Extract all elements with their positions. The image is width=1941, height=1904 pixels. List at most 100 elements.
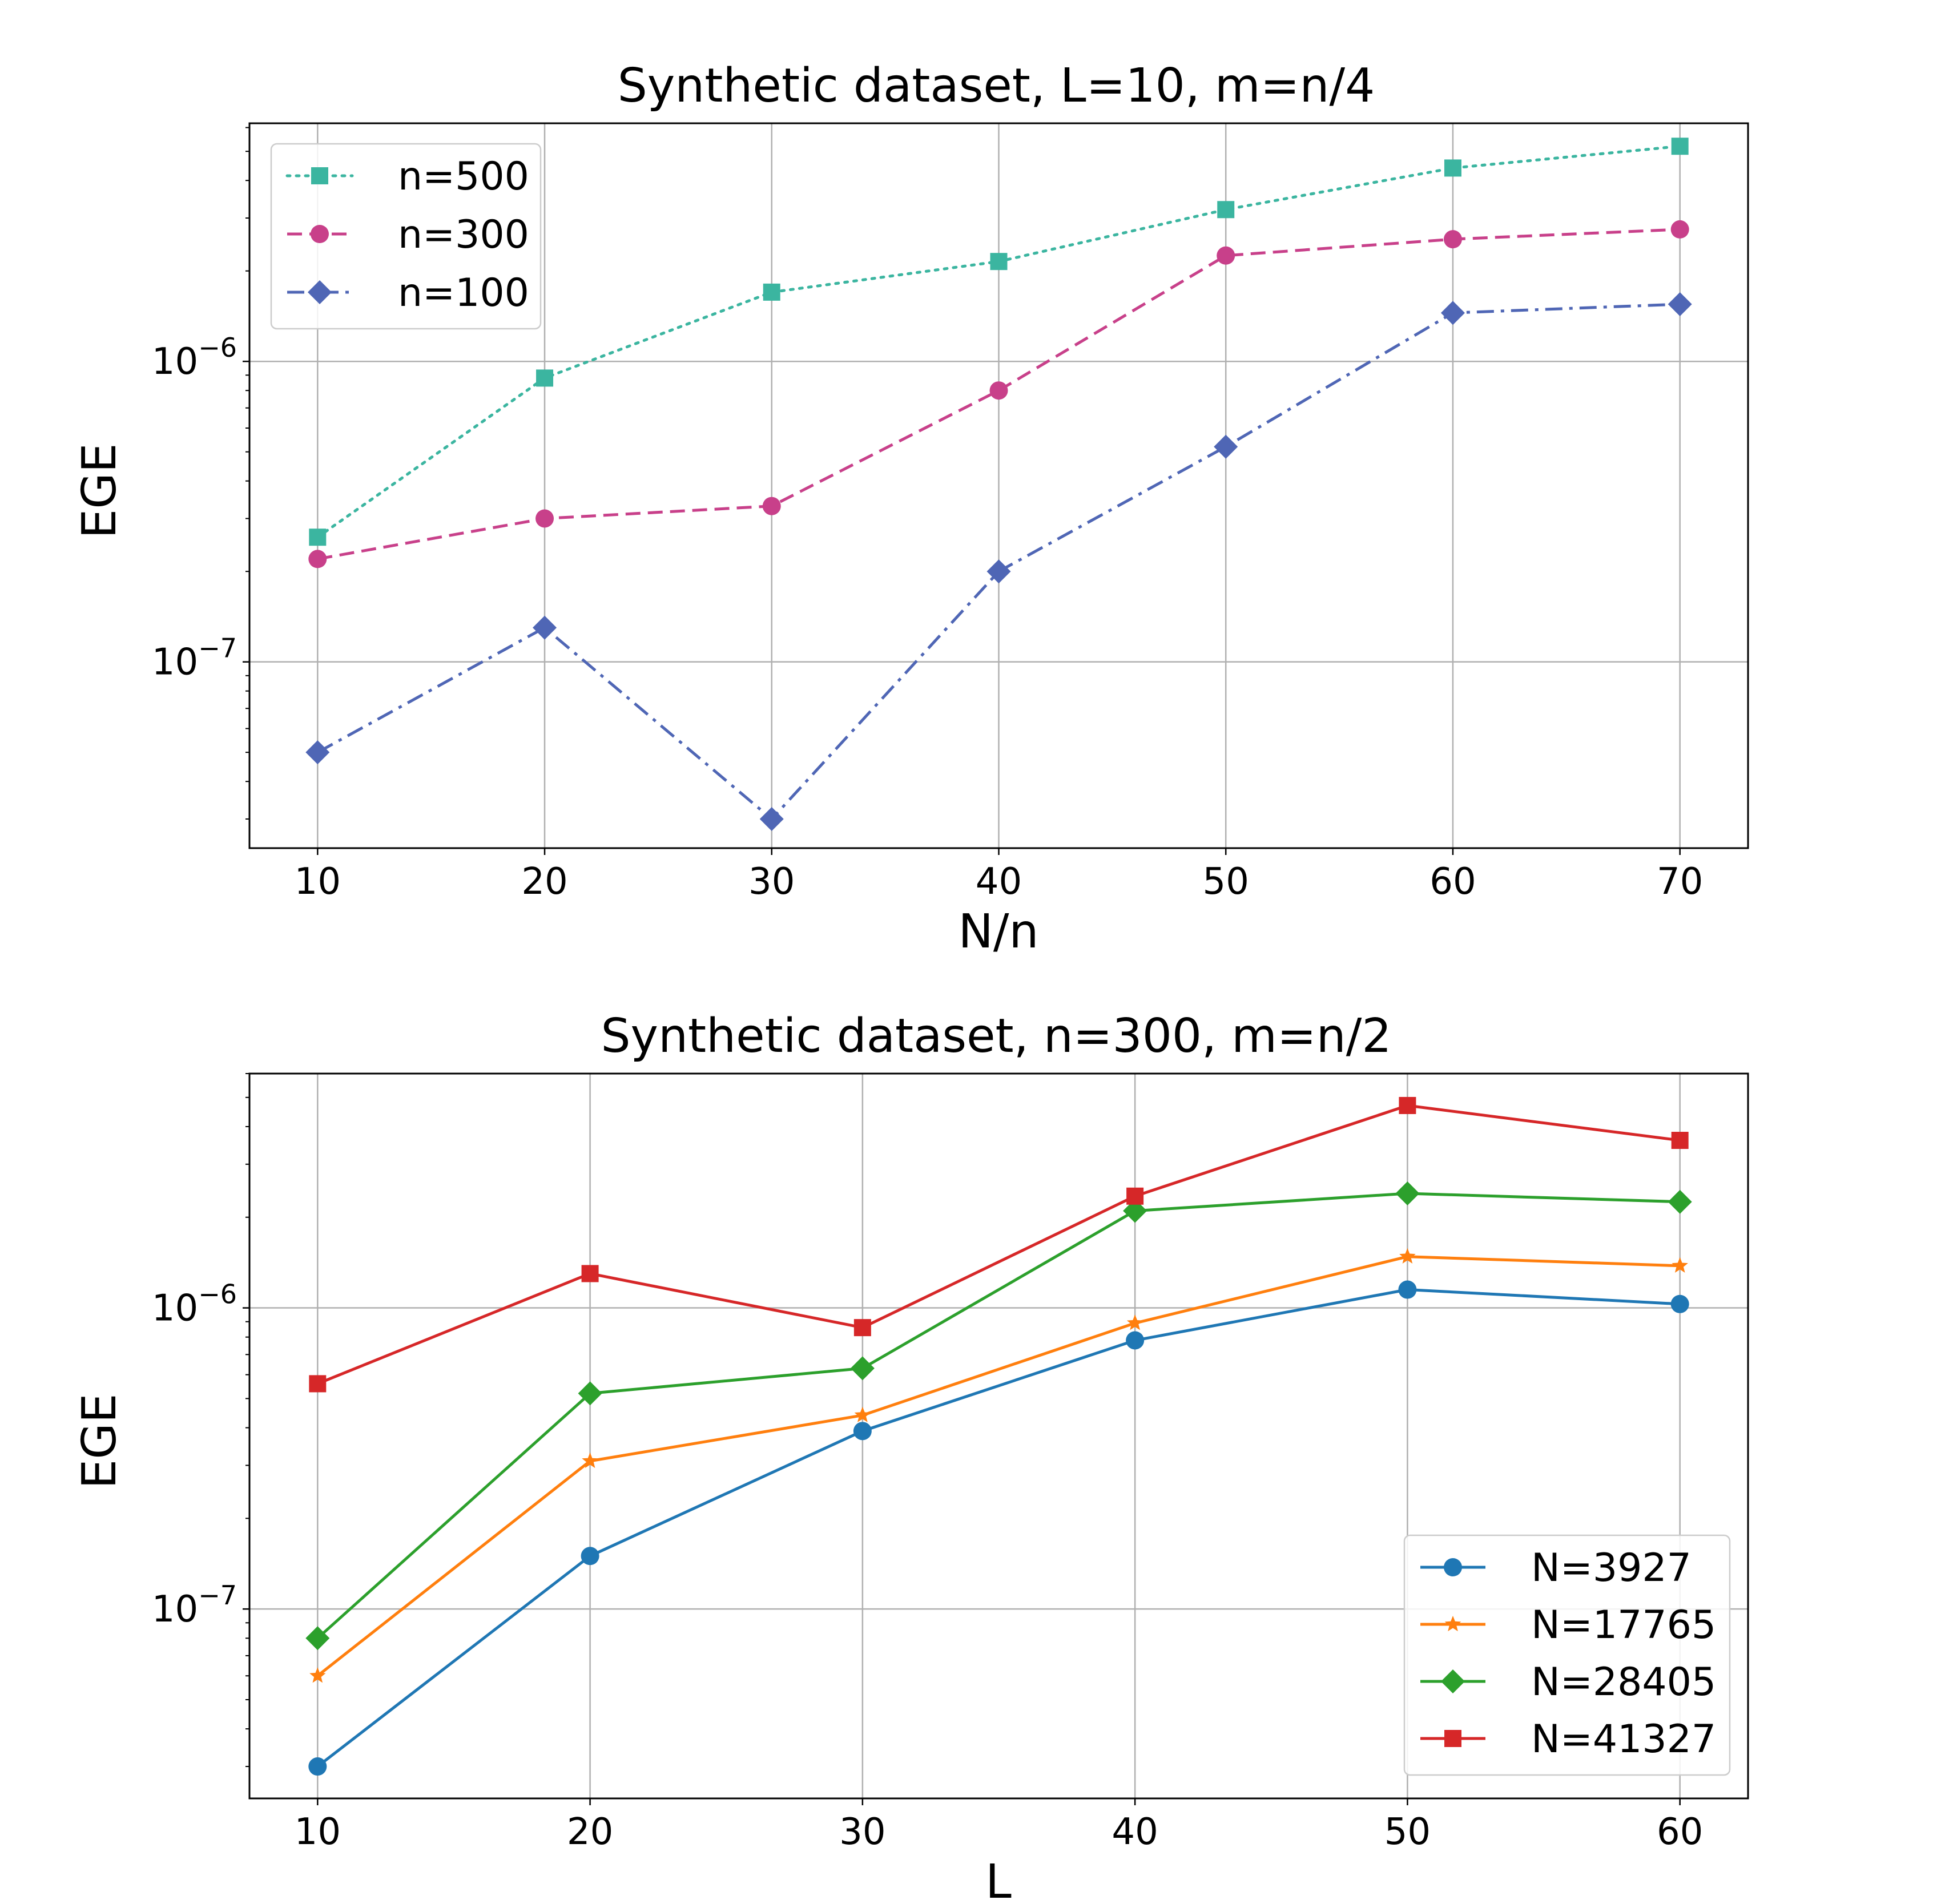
data-point-n=100: [1214, 434, 1238, 459]
chart-top-x-axis-label: N/n: [959, 905, 1039, 959]
x-tick-label: 60: [1657, 1811, 1703, 1853]
data-point-n=300: [1443, 230, 1462, 249]
chart-bottom-y-axis-label: EGE: [73, 1393, 127, 1488]
data-point-N=41327: [853, 1319, 871, 1337]
chart-top-y-axis-label: EGE: [73, 443, 127, 538]
x-tick-label: 30: [839, 1811, 885, 1853]
chart-bottom: Synthetic dataset, n=300, m=n/2 10 20 30 40…: [73, 1009, 1749, 1904]
chart-bottom-axes-frame: [248, 1072, 1749, 1800]
series-N=41327: [309, 1096, 1689, 1393]
chart-top: Synthetic dataset, L=10, m=n/4 10 20 30 40 5…: [73, 59, 1749, 959]
chart-bottom-y-ticks: 10−7 10−6: [152, 1279, 249, 1631]
legend-label-n=300: n=300: [398, 212, 529, 257]
data-point-n=100: [533, 615, 557, 640]
data-point-n=300: [989, 381, 1008, 400]
data-point-N=41327: [1671, 1132, 1689, 1149]
data-point-N=28405: [578, 1381, 602, 1406]
y-tick-label: 10−7: [152, 1580, 237, 1631]
data-point-N=17765: [1672, 1257, 1688, 1273]
chart-bottom-title: Synthetic dataset, n=300, m=n/2: [601, 1009, 1391, 1063]
data-point-n=500: [1217, 201, 1235, 219]
data-point-N=28405: [1395, 1181, 1420, 1205]
series-N=28405: [305, 1181, 1692, 1651]
series-line-N=28405: [316, 1192, 1680, 1640]
x-tick-label: 20: [521, 861, 567, 903]
data-point-n=500: [1444, 159, 1461, 177]
legend-label-N=28405: N=28405: [1531, 1660, 1716, 1705]
x-tick-label: 40: [976, 861, 1022, 903]
data-point-N=17765: [1399, 1248, 1416, 1264]
data-point-n=300: [1217, 246, 1235, 265]
data-point-n=500: [763, 283, 780, 301]
series-N=3927: [308, 1280, 1689, 1776]
legend-marker-N=41327: [1444, 1730, 1461, 1747]
series-line-N=17765: [316, 1255, 1680, 1677]
chart-top-y-ticks: 10−7 10−6: [152, 332, 249, 684]
x-tick-label: 50: [1384, 1811, 1431, 1853]
data-point-N=41327: [581, 1265, 599, 1282]
legend-marker-N=17765: [1444, 1616, 1461, 1632]
data-point-n=100: [1440, 301, 1465, 325]
x-tick-label: 70: [1657, 861, 1703, 903]
legend-marker-N=28405: [1441, 1669, 1465, 1693]
x-tick-label: 10: [295, 861, 341, 903]
x-tick-label: 30: [748, 861, 795, 903]
series-n=500: [309, 138, 1689, 546]
chart-top-title: Synthetic dataset, L=10, m=n/4: [618, 59, 1375, 113]
chart-top-series: [305, 138, 1692, 831]
data-point-N=17765: [1126, 1314, 1143, 1330]
data-point-N=17765: [854, 1406, 871, 1422]
chart-bottom-x-ticks: 10 20 30 40 50 60: [295, 1798, 1703, 1853]
chart-bottom-x-axis-label: L: [985, 1855, 1012, 1904]
chart-bottom-series: [305, 1096, 1692, 1776]
legend-box: [270, 143, 542, 330]
x-tick-label: 60: [1429, 861, 1476, 903]
data-point-N=17765: [582, 1452, 598, 1469]
y-tick-label: 10−6: [152, 332, 237, 383]
data-point-N=41327: [1399, 1096, 1416, 1114]
x-tick-label: 50: [1203, 861, 1249, 903]
chart-top-x-ticks: 10 20 30 40 50 60 70: [295, 848, 1703, 903]
data-point-n=100: [1668, 292, 1692, 316]
data-point-n=500: [309, 529, 327, 546]
data-point-N=3927: [1126, 1331, 1145, 1350]
x-tick-label: 10: [295, 1811, 341, 1853]
series-n=300: [308, 220, 1689, 568]
x-tick-label: 20: [567, 1811, 613, 1853]
data-point-N=28405: [305, 1626, 330, 1651]
legend-label-n=100: n=100: [398, 271, 529, 316]
series-line-N=3927: [316, 1288, 1680, 1768]
legend-marker-n=300: [311, 225, 329, 243]
series-n=100: [305, 292, 1692, 831]
data-point-N=28405: [1668, 1189, 1692, 1214]
legend-marker-N=3927: [1444, 1558, 1462, 1576]
legend-label-N=41327: N=41327: [1531, 1717, 1716, 1762]
data-point-n=300: [308, 550, 327, 568]
data-point-n=100: [759, 806, 784, 831]
data-point-n=500: [536, 369, 554, 387]
chart-top-legend: n=500 n=300 n=100: [270, 143, 542, 330]
data-point-n=100: [986, 559, 1011, 584]
data-point-N=17765: [309, 1667, 326, 1683]
data-point-N=3927: [308, 1757, 327, 1776]
y-tick-label: 10−7: [152, 633, 237, 684]
data-point-n=500: [1671, 138, 1689, 155]
data-point-n=300: [762, 497, 781, 515]
data-point-N=28405: [1123, 1199, 1147, 1223]
chart-bottom-legend: N=3927 N=17765 N=28405 N=41327: [1403, 1534, 1731, 1776]
x-tick-label: 40: [1112, 1811, 1158, 1853]
data-point-N=3927: [581, 1547, 599, 1566]
legend-label-N=3927: N=3927: [1531, 1546, 1692, 1591]
data-point-n=100: [305, 740, 330, 765]
data-point-N=3927: [1670, 1294, 1689, 1313]
legend-marker-n=100: [308, 280, 332, 304]
series-line-N=41327: [317, 1104, 1681, 1385]
data-point-N=3927: [1398, 1280, 1417, 1299]
legend-label-n=500: n=500: [398, 154, 529, 199]
data-point-n=300: [535, 509, 554, 528]
data-point-N=41327: [1126, 1187, 1144, 1205]
legend-marker-n=500: [311, 167, 328, 184]
series-N=17765: [309, 1248, 1688, 1683]
legend-label-N=17765: N=17765: [1531, 1603, 1716, 1648]
